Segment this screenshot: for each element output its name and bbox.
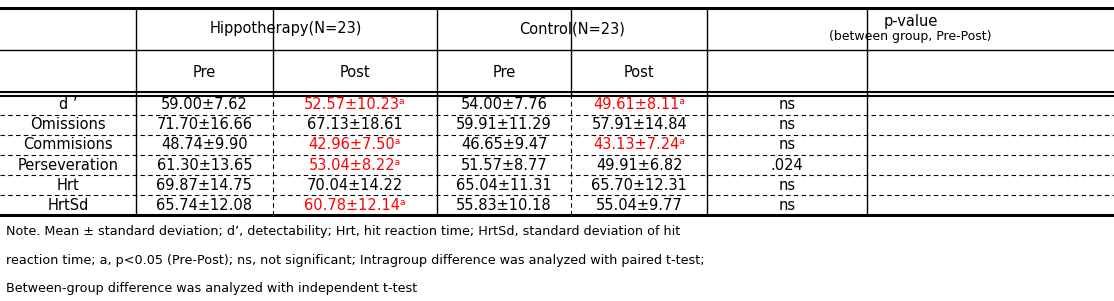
Text: 46.65±9.47: 46.65±9.47 [461, 138, 547, 153]
Text: HrtSd: HrtSd [47, 198, 89, 213]
Text: Hrt: Hrt [57, 178, 79, 193]
Text: Note. Mean ± standard deviation; d’, detectability; Hrt, hit reaction time; HrtS: Note. Mean ± standard deviation; d’, det… [6, 225, 680, 238]
Text: Post: Post [340, 65, 370, 80]
Text: 70.04±14.22: 70.04±14.22 [306, 178, 403, 193]
Text: ns: ns [779, 97, 795, 112]
Text: Omissions: Omissions [30, 117, 106, 132]
Text: 49.61±8.11ᵃ: 49.61±8.11ᵃ [594, 97, 685, 112]
Text: 55.83±10.18: 55.83±10.18 [457, 198, 551, 213]
Text: Control(N=23): Control(N=23) [519, 21, 625, 36]
Text: 55.04±9.77: 55.04±9.77 [596, 198, 683, 213]
Text: 54.00±7.76: 54.00±7.76 [461, 97, 547, 112]
Text: 48.74±9.90: 48.74±9.90 [162, 138, 247, 153]
Text: Perseveration: Perseveration [18, 157, 118, 172]
Text: 49.91±6.82: 49.91±6.82 [596, 157, 683, 172]
Text: reaction time; a, p<0.05 (Pre-Post); ns, not significant; Intragroup difference : reaction time; a, p<0.05 (Pre-Post); ns,… [6, 254, 704, 267]
Text: d ’: d ’ [59, 97, 77, 112]
Text: Post: Post [624, 65, 655, 80]
Text: ns: ns [779, 138, 795, 153]
Text: 53.04±8.22ᵃ: 53.04±8.22ᵃ [309, 157, 401, 172]
Text: Pre: Pre [193, 65, 216, 80]
Text: 65.74±12.08: 65.74±12.08 [156, 198, 253, 213]
Text: 42.96±7.50ᵃ: 42.96±7.50ᵃ [309, 138, 401, 153]
Text: ns: ns [779, 178, 795, 193]
Text: 59.91±11.29: 59.91±11.29 [457, 117, 551, 132]
Text: 60.78±12.14ᵃ: 60.78±12.14ᵃ [304, 198, 405, 213]
Text: 67.13±18.61: 67.13±18.61 [307, 117, 402, 132]
Text: Commisions: Commisions [23, 138, 113, 153]
Text: 57.91±14.84: 57.91±14.84 [592, 117, 687, 132]
Text: 43.13±7.24ᵃ: 43.13±7.24ᵃ [594, 138, 685, 153]
Text: ns: ns [779, 117, 795, 132]
Text: .024: .024 [771, 157, 803, 172]
Text: Pre: Pre [492, 65, 516, 80]
Text: Between-group difference was analyzed with independent t-test: Between-group difference was analyzed wi… [6, 282, 417, 296]
Text: (between group, Pre-Post): (between group, Pre-Post) [830, 29, 991, 43]
Text: p-value: p-value [883, 14, 938, 29]
Text: ns: ns [779, 198, 795, 213]
Text: 69.87±14.75: 69.87±14.75 [156, 178, 253, 193]
Text: 51.57±8.77: 51.57±8.77 [461, 157, 547, 172]
Text: 65.70±12.31: 65.70±12.31 [592, 178, 687, 193]
Text: 52.57±10.23ᵃ: 52.57±10.23ᵃ [304, 97, 405, 112]
Text: 71.70±16.66: 71.70±16.66 [156, 117, 253, 132]
Text: 65.04±11.31: 65.04±11.31 [457, 178, 551, 193]
Text: Hippotherapy(N=23): Hippotherapy(N=23) [211, 21, 362, 36]
Text: 59.00±7.62: 59.00±7.62 [162, 97, 247, 112]
Text: 61.30±13.65: 61.30±13.65 [157, 157, 252, 172]
